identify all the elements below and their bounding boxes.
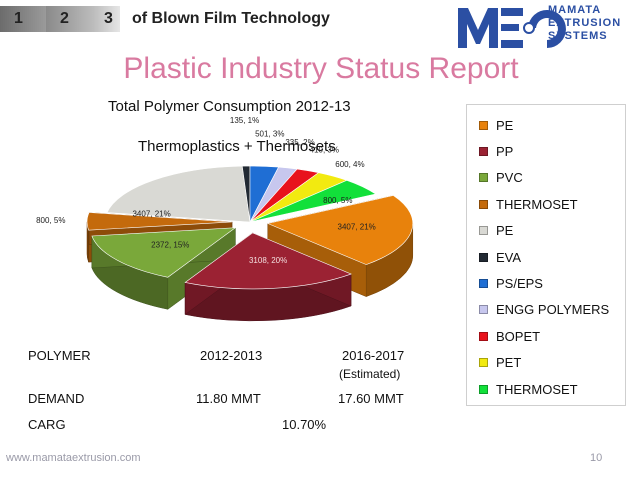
- legend-swatch: [479, 120, 488, 130]
- legend-label: PS/EPS: [496, 275, 543, 291]
- data-label-7: 501, 3%: [255, 130, 284, 139]
- legend-swatch: [479, 331, 488, 341]
- data-label-8: 335, 2%: [285, 138, 314, 147]
- pie-slice-5-pe: [106, 165, 251, 223]
- legend-item-5: PE: [479, 220, 513, 242]
- data-label-4: 800, 5%: [36, 216, 65, 225]
- table-carg-value: 10.70%: [282, 417, 327, 432]
- data-label-5: 3407, 21%: [132, 209, 170, 218]
- chart-subtitle: Thermoplastics + Thermosets: [138, 138, 336, 155]
- legend-label: ENGG POLYMERS: [496, 302, 610, 318]
- chart-title: Total Polymer Consumption 2012-13: [108, 98, 351, 115]
- legend-label: THERMOSET: [496, 196, 578, 212]
- logo-line-2: EXTRUSION: [548, 17, 622, 29]
- legend-label: PVC: [496, 170, 523, 186]
- legend-swatch: [479, 384, 488, 394]
- pie-slice-1-pe: [266, 195, 414, 265]
- legend-swatch: [479, 278, 488, 288]
- logo-wordmark: MAMATA EXTRUSION SYSTEMS: [548, 4, 621, 43]
- legend-label: PE: [496, 223, 514, 239]
- legend-item-2: PP: [479, 140, 513, 162]
- legend-item-8: ENGG POLYMERS: [479, 299, 609, 321]
- legend-label: PP: [496, 143, 514, 159]
- table-estimated-note: (Estimated): [339, 367, 401, 381]
- legend-item-10: PET: [479, 352, 521, 374]
- legend-label: PET: [496, 355, 522, 371]
- pie-slice-11-thermoset: [249, 179, 377, 223]
- data-label-2: 3108, 20%: [249, 256, 287, 265]
- data-label-6: 135, 1%: [230, 116, 259, 125]
- brand-tagline: of Blown Film Technology: [132, 10, 330, 27]
- legend-swatch: [479, 252, 488, 262]
- logo-mark: [458, 8, 566, 48]
- legend-item-6: EVA: [479, 246, 521, 268]
- logo-line-3: SYSTEMS: [548, 30, 608, 42]
- step-3: 3: [94, 6, 120, 32]
- legend-item-9: BOPET: [479, 325, 540, 347]
- step-1: 1: [0, 6, 46, 32]
- pie-slice-3-pvc: [91, 227, 237, 278]
- legend-item-7: PS/EPS: [479, 272, 543, 294]
- pie-slice-2-pp: [184, 232, 352, 290]
- legend-swatch: [479, 226, 488, 236]
- table-header-polymer: POLYMER: [28, 348, 91, 363]
- table-demand-2016: 17.60 MMT: [338, 391, 404, 406]
- data-label-9: 410, 3%: [310, 146, 339, 155]
- legend-swatch: [479, 358, 488, 368]
- legend-item-4: THERMOSET: [479, 193, 578, 215]
- table-demand-2012: 11.80 MMT: [196, 391, 261, 406]
- slide-title: Plastic Industry Status Report: [123, 52, 519, 85]
- pie-slice-4-thermoset: [86, 212, 233, 231]
- table-carg-label: CARG: [28, 417, 66, 432]
- legend-item-3: PVC: [479, 167, 523, 189]
- table-header-2012: 2012-2013: [200, 348, 263, 363]
- legend-label: BOPET: [496, 328, 541, 344]
- legend-swatch: [479, 199, 488, 209]
- table-demand-label: DEMAND: [28, 391, 85, 406]
- legend-swatch: [479, 173, 488, 183]
- company-logo: [458, 8, 566, 48]
- chart-legend: PE PP PVC THERMOSET PE EVA PS/EPS ENGG POLYMERS…: [466, 104, 626, 406]
- step-2: 2: [46, 6, 94, 32]
- legend-swatch: [479, 146, 488, 156]
- legend-label: PE: [496, 117, 514, 133]
- logo-line-1: MAMATA: [548, 4, 602, 16]
- legend-item-11: THERMOSET: [479, 378, 578, 400]
- footer-url: www.mamataextrusion.com: [6, 452, 141, 464]
- data-label-10: 600, 4%: [335, 160, 364, 169]
- data-label-11: 800, 5%: [323, 196, 352, 205]
- legend-label: EVA: [496, 249, 522, 265]
- legend-label: THERMOSET: [496, 381, 578, 397]
- legend-swatch: [479, 305, 488, 315]
- page-number: 10: [590, 452, 603, 464]
- data-label-1: 3407, 21%: [338, 223, 376, 232]
- legend-item-1: PE: [479, 114, 513, 136]
- data-label-3: 2372, 15%: [151, 241, 189, 250]
- table-header-2016: 2016-2017: [342, 348, 405, 363]
- brand-bar: 1 2 3 of Blown Film Technology: [0, 6, 330, 32]
